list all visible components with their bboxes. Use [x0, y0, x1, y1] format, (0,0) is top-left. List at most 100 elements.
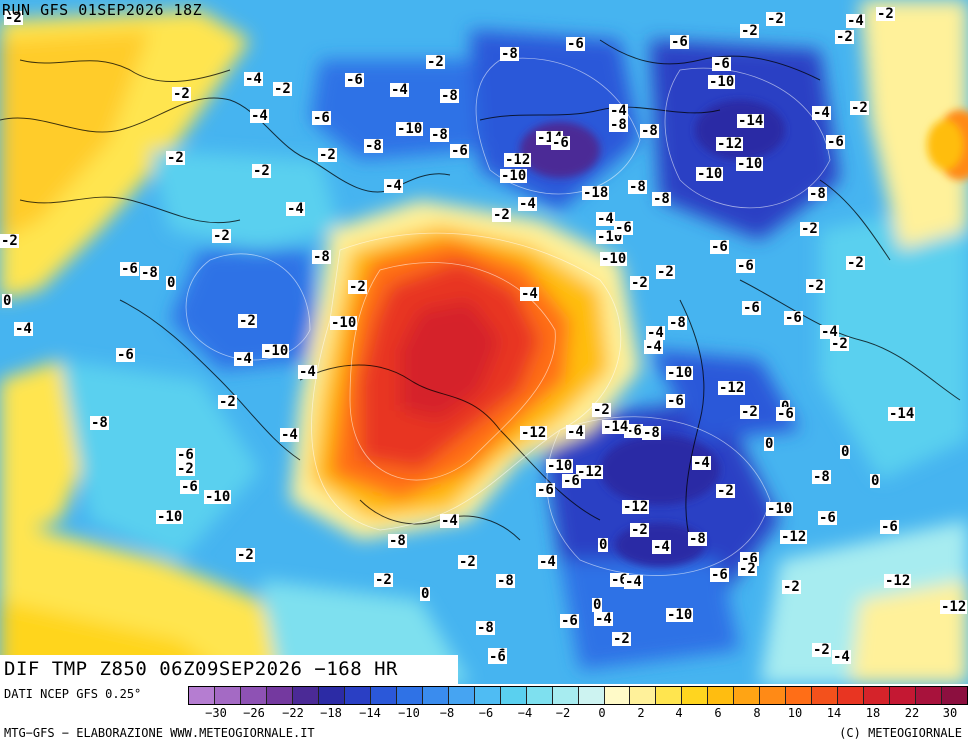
contour-label: -10	[396, 121, 424, 137]
colorbar	[188, 686, 968, 705]
contour-label: -4	[14, 321, 33, 337]
colorbar-ticks: −30 −26 −22 −18 −14 −10 −8 −6 −4 −2 0 2 4 6 8 10 14 18 22 3…	[188, 706, 966, 722]
contour-label: -10	[156, 509, 184, 525]
contour-label: -10	[708, 74, 736, 90]
contour-label: -8	[668, 315, 687, 331]
contour-label: -2	[218, 394, 237, 410]
contour-label: -6	[345, 72, 364, 88]
contour-label: -2	[800, 221, 819, 237]
colorbar-swatch	[396, 687, 423, 704]
contour-label: 0	[166, 275, 177, 291]
colorbar-tick-label: −4	[517, 706, 533, 720]
contour-label: -8	[90, 415, 109, 431]
contour-label: -2	[738, 561, 757, 577]
colorbar-swatch	[708, 687, 735, 704]
contour-label: -8	[812, 469, 831, 485]
contour-label: -8	[388, 533, 407, 549]
contour-label: -2	[876, 6, 895, 22]
colorbar-tick-label: −26	[243, 706, 265, 720]
colorbar-swatch	[240, 687, 267, 704]
contour-label: -2	[740, 404, 759, 420]
field-title-box: DIF TMP Z850 06Z09SEP2026 −168 HR	[0, 655, 458, 684]
contour-label: -2	[592, 402, 611, 418]
data-source: DATI NCEP GFS 0.25°	[4, 687, 142, 701]
contour-label: -6	[712, 56, 731, 72]
colorbar-swatch	[890, 687, 917, 704]
contour-label: -8	[609, 117, 628, 133]
colorbar-tick-label: −14	[359, 706, 381, 720]
contour-label: -2	[212, 228, 231, 244]
contour-label: -6	[818, 510, 837, 526]
colorbar-tick-label: 4	[675, 706, 683, 720]
contour-label: -2	[492, 207, 511, 223]
contour-label: -8	[642, 425, 661, 441]
contour-label: -8	[312, 249, 331, 265]
contour-label: -12	[576, 464, 604, 480]
contour-label: -14	[888, 406, 916, 422]
contour-label: -2	[630, 522, 649, 538]
contour-label: -4	[384, 178, 403, 194]
contour-label: -8	[500, 46, 519, 62]
contour-label: -4	[250, 108, 269, 124]
colorbar-tick-label: 8	[753, 706, 761, 720]
colorbar-swatch	[838, 687, 865, 704]
colorbar-swatch	[214, 687, 241, 704]
contour-label: -4	[234, 351, 253, 367]
contour-label: -6	[180, 479, 199, 495]
colorbar-swatch	[760, 687, 787, 704]
contour-label: -2	[252, 163, 271, 179]
contour-label: -2	[238, 313, 257, 329]
colorbar-swatch	[578, 687, 605, 704]
contour-label: -6	[120, 261, 139, 277]
contour-label: 0	[764, 436, 775, 452]
contour-label: -6	[176, 447, 195, 463]
colorbar-tick-label: 22	[904, 706, 920, 720]
colorbar-tick-label: −8	[439, 706, 455, 720]
temperature-anomaly-map: -2 -4 -2 -6 -2 -2 -6 -8 -2 -4 -2 -6 -2 -4 -8 -6 -10 -2 -4-…	[0, 0, 968, 684]
contour-label: -8	[140, 265, 159, 281]
contour-label: -2	[236, 547, 255, 563]
colorbar-swatch	[630, 687, 657, 704]
contour-label: -4	[832, 649, 851, 665]
colorbar-swatch	[864, 687, 891, 704]
contour-label: -2	[806, 278, 825, 294]
contour-label: -2	[166, 150, 185, 166]
contour-label: -8	[440, 88, 459, 104]
colorbar-tick-label: 2	[637, 706, 645, 720]
colorbar-swatch	[734, 687, 761, 704]
contour-label: -2	[176, 461, 195, 477]
contour-label: -8	[364, 138, 383, 154]
contour-label: -6	[551, 135, 570, 151]
colorbar-swatch	[526, 687, 553, 704]
contour-label: -6	[614, 220, 633, 236]
contour-label: -4	[644, 339, 663, 355]
contour-label: -10	[666, 365, 694, 381]
contour-label: -4	[812, 105, 831, 121]
contour-label: -4	[692, 455, 711, 471]
field-title: DIF TMP Z850 06Z09SEP2026 −168 HR	[4, 658, 398, 680]
contour-label: -2	[172, 86, 191, 102]
colorbar-swatch	[604, 687, 631, 704]
credit-right: (C) METEOGIORNALE	[839, 726, 962, 740]
contour-label: -12	[940, 599, 968, 615]
contour-label: -2	[782, 579, 801, 595]
contour-label: -4	[538, 554, 557, 570]
colorbar-swatch	[318, 687, 345, 704]
contour-label: -8	[430, 127, 449, 143]
colorbar-tick-label: −22	[282, 706, 304, 720]
contour-label: -10	[736, 156, 764, 172]
credit-left: MTG−GFS − ELABORAZIONE WWW.METEOGIORNALE…	[4, 726, 315, 740]
contour-label: -4	[820, 324, 839, 340]
contour-label: -8	[808, 186, 827, 202]
contour-label: -12	[520, 425, 548, 441]
colorbar-tick-label: −18	[320, 706, 342, 720]
contour-label: -10	[766, 501, 794, 517]
legend-footer: DATI NCEP GFS 0.25° −30 −26 −22 −18 −14 −10 −8…	[0, 684, 968, 745]
colorbar-tick-label: 10	[787, 706, 803, 720]
contour-label: -8	[652, 191, 671, 207]
contour-label: -14	[602, 419, 630, 435]
colorbar-swatch	[552, 687, 579, 704]
colorbar-tick-label: −10	[398, 706, 420, 720]
contour-label: -4	[298, 364, 317, 380]
colorbar-tick-label: 0	[598, 706, 606, 720]
